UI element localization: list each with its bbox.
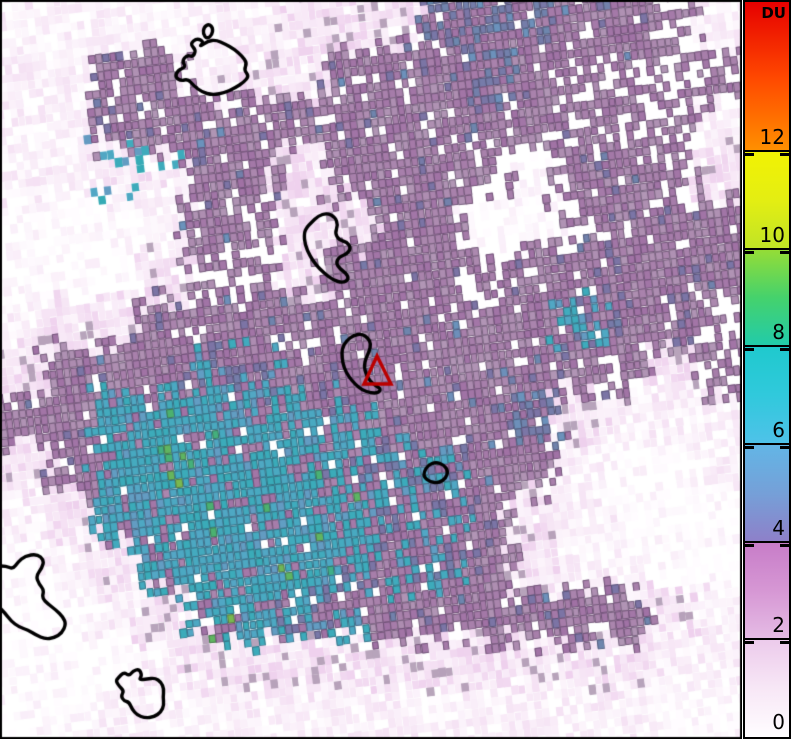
colorbar-tick-mark [745,348,754,352]
colorbar-gradient [745,2,789,737]
colorbar-tick-label: 8 [772,320,785,345]
colorbar-tick-mark [745,445,754,449]
colorbar-tick-mark [745,641,754,645]
colorbar-unit-label: DU [761,4,786,22]
colorbar-level-line [745,540,789,543]
colorbar-tick-label: 4 [772,515,785,540]
colorbar-tick-mark [780,152,789,156]
colorbar-level-line [745,345,789,348]
colorbar-level-line [745,149,789,152]
colorbar-level-line [745,247,789,250]
colorbar-tick-mark [780,250,789,254]
colorbar: 12 10 8 6 4 2 0 DU [743,0,791,739]
colorbar-tick-label: 2 [772,613,785,638]
colorbar-tick-mark [745,250,754,254]
colorbar-tick-label: 12 [759,124,785,149]
colorbar-tick-mark [745,152,754,156]
colorbar-tick-label: 0 [772,710,785,734]
colorbar-tick-mark [780,348,789,352]
colorbar-tick-label: 6 [772,417,785,442]
so2-column-heatmap [0,0,742,739]
colorbar-level-line [745,638,789,641]
colorbar-tick-mark [780,445,789,449]
colorbar-tick-mark [780,641,789,645]
colorbar-tick-mark [780,543,789,547]
colorbar-level-line [745,442,789,445]
colorbar-tick-mark [745,543,754,547]
colorbar-tick-label: 10 [759,222,785,247]
